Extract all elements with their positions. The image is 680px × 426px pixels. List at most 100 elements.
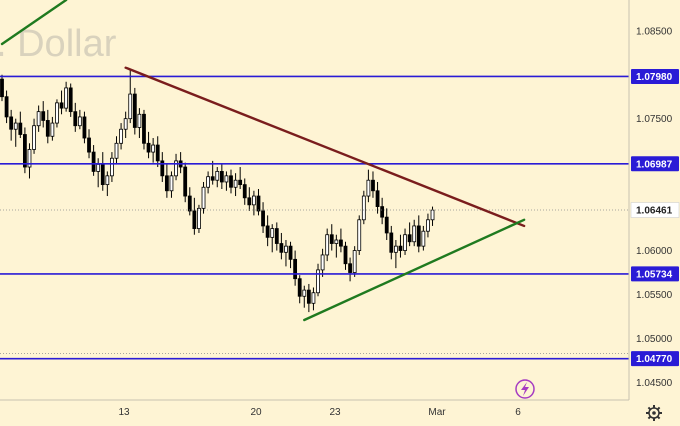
candle [293,250,298,286]
candle [270,224,275,253]
candle [160,152,165,182]
candle [288,241,293,269]
candle [233,173,238,197]
candle [164,164,169,198]
candle [100,152,105,191]
candle [178,152,183,174]
svg-text:1.06461: 1.06461 [636,206,673,217]
candle [151,138,156,163]
candle [50,116,55,141]
candle [224,171,229,191]
candle [137,108,142,139]
time-tick: Mar [428,407,446,418]
candle [357,215,362,255]
candle [334,234,339,258]
candle [59,90,64,115]
svg-text:1.04770: 1.04770 [636,354,673,365]
time-tick: 20 [250,407,262,418]
time-tick: 13 [118,407,130,418]
lightning-icon[interactable] [515,379,535,399]
candle [403,228,407,255]
candle [82,111,87,144]
svg-text:1.06987: 1.06987 [636,159,673,170]
candle [197,204,201,233]
candle [251,190,256,216]
candle [18,111,23,139]
upper-left-trendline[interactable] [0,0,68,46]
candle [247,187,252,211]
candle [229,169,233,194]
candle [393,240,398,269]
candle [284,240,288,267]
candle [219,164,224,190]
candle [389,225,394,260]
levels-layer [0,75,629,360]
candle [55,99,59,128]
candle [73,102,78,132]
candle [361,190,366,225]
price-tick: 1.08500 [636,26,673,37]
candle [9,109,14,141]
candle [201,181,206,214]
candle [366,169,371,203]
candle [375,181,380,214]
candle [407,222,412,247]
candle [371,171,375,198]
resistance-trendline[interactable] [124,66,526,228]
svg-text:1.05734: 1.05734 [636,269,673,280]
candle [77,109,82,130]
candle [320,248,325,277]
time-axis[interactable]: 13 20 23 Mar 6 [118,407,521,418]
candle [174,153,178,181]
candle [187,187,192,216]
time-tick: 6 [515,407,521,418]
candle [352,246,357,277]
candle [384,208,389,240]
candle [22,127,27,174]
candle [132,87,137,135]
candle [412,219,417,247]
time-tick: 23 [329,407,341,418]
candle [41,101,46,128]
level-price-label: 1.06987 [631,156,679,172]
candles-layer [0,70,435,313]
candle [325,228,330,262]
level-price-label: 1.05734 [631,266,679,282]
candle [210,160,215,185]
candle [169,171,174,198]
candle [32,118,36,154]
support-trendline[interactable] [303,218,526,322]
candle [297,275,302,304]
level-price-label: 1.07980 [631,68,679,84]
candle [256,189,261,216]
candle [416,215,421,253]
candle [215,167,220,188]
candle [0,74,4,102]
candle [128,70,133,124]
gear-icon[interactable] [646,405,662,421]
candle [36,105,41,132]
candle [329,224,334,251]
level-price-label: 1.04770 [631,351,679,367]
candle [192,197,197,235]
candle [96,158,101,188]
candle [261,202,265,233]
candle [155,136,160,168]
symbol-watermark: . Dollar [0,23,117,65]
candle [27,143,32,179]
price-labels: 1.07980 1.06987 1.05734 1.04770 1.06461 [630,68,680,367]
candle [343,241,348,270]
candle [183,162,188,203]
candle [421,225,426,251]
candle [110,152,114,182]
candle [114,136,119,165]
candle [348,257,352,282]
candle [142,109,146,150]
candle [238,167,243,190]
svg-text:1.07980: 1.07980 [636,72,673,83]
candle [45,109,50,144]
candle [242,178,247,205]
candle [302,285,307,308]
last-price-label: 1.06461 [630,202,680,218]
